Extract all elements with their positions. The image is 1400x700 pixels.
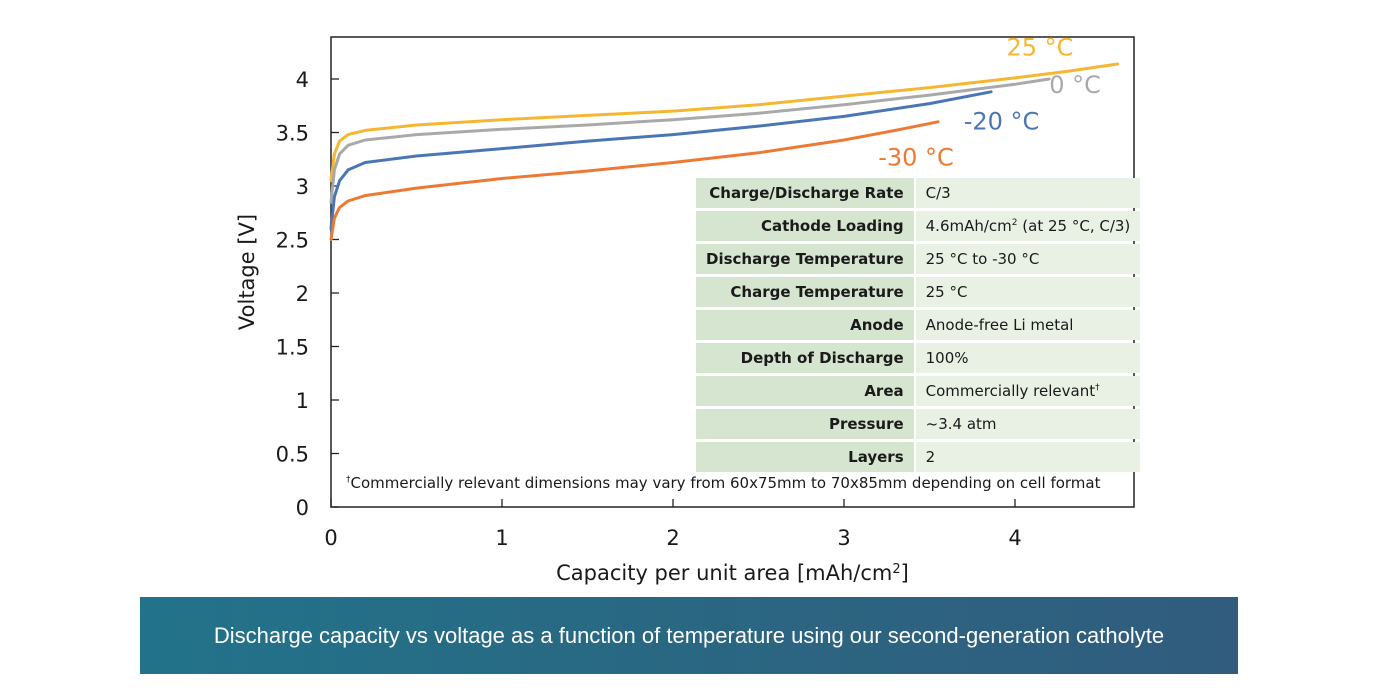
table-value-text: 25 °C xyxy=(925,283,968,301)
y-tick-label: 3 xyxy=(296,175,309,199)
table-cell-separator xyxy=(913,277,916,307)
table-row-value: Commercially relevant† xyxy=(915,376,1141,406)
x-tick-label: 1 xyxy=(495,526,508,550)
table-row-value: 25 °C xyxy=(915,277,1141,307)
table-row-label: Pressure xyxy=(696,409,914,439)
table-value-text: ~3.4 atm xyxy=(925,415,997,433)
table-row-label: Layers xyxy=(696,442,914,472)
x-axis-label-end: ] xyxy=(901,561,909,585)
table-row: Charge Temperature 25 °C xyxy=(696,277,1141,307)
table-row: Layers 2 xyxy=(696,442,1141,472)
table-row-value: 100% xyxy=(915,343,1141,373)
y-tick-label: 0.5 xyxy=(276,443,309,467)
table-cell-separator xyxy=(913,343,916,373)
table-cell-separator xyxy=(913,442,916,472)
table-row-label: Area xyxy=(696,376,914,406)
series-label: -20 °C xyxy=(964,107,1040,135)
table-cell-separator xyxy=(913,211,916,241)
table-cell-separator xyxy=(913,376,916,406)
y-tick-label: 1 xyxy=(296,389,309,413)
table-row-value: 25 °C to -30 °C xyxy=(915,244,1141,274)
table-row-label: Depth of Discharge xyxy=(696,343,914,373)
y-axis-label: Voltage [V] xyxy=(235,214,259,330)
table-row: Charge/Discharge Rate C/3 xyxy=(696,178,1141,208)
x-tick-label: 3 xyxy=(837,526,850,550)
footnote-mark: † xyxy=(346,475,351,485)
series-label: 0 °C xyxy=(1049,71,1101,99)
table-row-label: Anode xyxy=(696,310,914,340)
table-row-value: ~3.4 atm xyxy=(915,409,1141,439)
parameter-table: Charge/Discharge Rate C/3 Cathode Loading 4… xyxy=(696,175,1141,475)
table-value-superscript: † xyxy=(1095,383,1100,393)
table-row-value: Anode-free Li metal xyxy=(915,310,1141,340)
table-cell-separator xyxy=(913,178,916,208)
table-row: Anode Anode-free Li metal xyxy=(696,310,1141,340)
caption-text: Discharge capacity vs voltage as a funct… xyxy=(213,622,1165,648)
caption-bar: Discharge capacity vs voltage as a funct… xyxy=(140,597,1238,674)
y-tick-label: 0 xyxy=(296,496,309,520)
x-tick-label: 4 xyxy=(1008,526,1021,550)
y-tick-label: 1.5 xyxy=(276,336,309,360)
table-value-text: Anode-free Li metal xyxy=(925,316,1074,334)
x-tick-label: 2 xyxy=(666,526,679,550)
table-value-text: 4.6mAh/cm xyxy=(925,217,1012,235)
series-label: -30 °C xyxy=(878,144,954,172)
table-row: Depth of Discharge 100% xyxy=(696,343,1141,373)
y-tick-label: 3.5 xyxy=(276,122,309,146)
table-row: Area Commercially relevant† xyxy=(696,376,1141,406)
table-value-text: 2 xyxy=(925,448,936,466)
series-line xyxy=(329,90,993,231)
table-value-text: C/3 xyxy=(925,184,951,202)
table-row: Cathode Loading 4.6mAh/cm2 (at 25 °C, C/3… xyxy=(696,211,1141,241)
series-line xyxy=(329,120,940,241)
table-value-superscript: 2 xyxy=(1011,218,1018,228)
table-row-value: 4.6mAh/cm2 (at 25 °C, C/3) xyxy=(915,211,1141,241)
table-row-label: Charge Temperature xyxy=(696,277,914,307)
table-value-text: 100% xyxy=(925,349,969,367)
y-tick-label: 2 xyxy=(296,282,309,306)
table-value-text: 25 °C to -30 °C xyxy=(925,250,1040,268)
table-cell-separator xyxy=(913,244,916,274)
series-line xyxy=(329,62,1120,183)
table-row-label: Discharge Temperature xyxy=(696,244,914,274)
x-tick-label: 0 xyxy=(324,526,337,550)
table-cell-separator xyxy=(913,409,916,439)
x-axis-label-text: Capacity per unit area [mAh/cm xyxy=(556,561,892,585)
y-tick-label: 2.5 xyxy=(276,229,309,253)
y-tick-label: 4 xyxy=(296,68,309,92)
table-cell-separator xyxy=(913,310,916,340)
footnote: †Commercially relevant dimensions may va… xyxy=(346,474,1101,492)
table-row-value: 2 xyxy=(915,442,1141,472)
x-axis-label-superscript: 2 xyxy=(892,562,900,577)
x-axis-label: Capacity per unit area [mAh/cm2] xyxy=(556,561,909,585)
series-line xyxy=(329,77,1051,204)
series-label: 25 °C xyxy=(1006,33,1073,61)
table-value-text: Commercially relevant xyxy=(925,382,1096,400)
table-row: Discharge Temperature 25 °C to -30 °C xyxy=(696,244,1141,274)
table-row-value: C/3 xyxy=(915,178,1141,208)
table-row: Pressure ~3.4 atm xyxy=(696,409,1141,439)
table-value-suffix: (at 25 °C, C/3) xyxy=(1017,217,1131,235)
table-row-label: Cathode Loading xyxy=(696,211,914,241)
table-row-label: Charge/Discharge Rate xyxy=(696,178,914,208)
footnote-text: Commercially relevant dimensions may var… xyxy=(350,474,1101,492)
